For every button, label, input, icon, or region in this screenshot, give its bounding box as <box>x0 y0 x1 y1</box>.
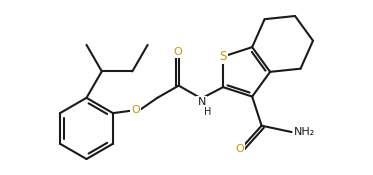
Text: N: N <box>197 97 206 107</box>
Text: O: O <box>173 47 182 57</box>
Text: H: H <box>204 107 211 117</box>
Text: NH₂: NH₂ <box>294 127 315 137</box>
Text: O: O <box>132 105 140 115</box>
Text: O: O <box>235 144 244 154</box>
Text: S: S <box>219 50 227 63</box>
